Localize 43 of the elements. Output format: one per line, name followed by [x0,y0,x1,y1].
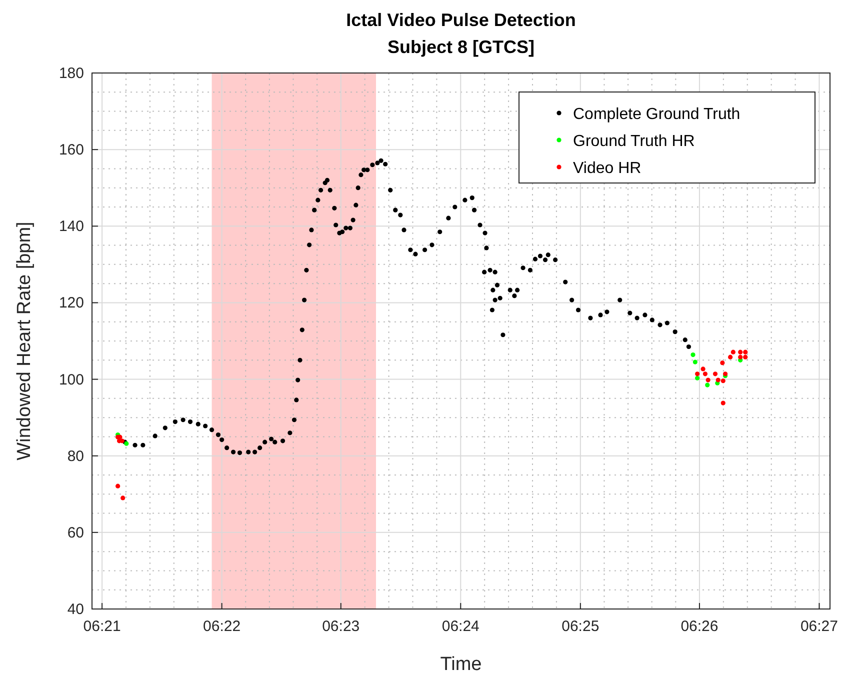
y-tick-label: 180 [58,65,84,82]
y-tick-label: 100 [58,371,84,388]
point [690,352,696,358]
y-tick-label: 140 [58,218,84,236]
legend-label: Video HR [573,160,642,177]
chart-subtitle: Subject 8 [GTCS] [387,37,535,57]
x-tick-label: 06:27 [800,618,838,635]
point [695,376,700,380]
point [692,360,698,364]
point [730,350,736,354]
y-tick-label: 40 [67,601,84,618]
point [712,372,718,376]
x-tick-label: 06:25 [562,618,600,635]
y-axis-title: Windowed Heart Rate [bpm] [14,222,35,460]
y-tick-label: 160 [58,142,84,159]
point [116,484,120,488]
point [728,354,733,360]
y-tick-label: 60 [67,524,84,542]
y-tick-label: 120 [58,294,84,312]
x-tick-label: 06:23 [322,618,360,635]
point [738,350,743,354]
point [720,378,726,384]
point [716,378,720,382]
point [743,350,748,354]
point [695,372,700,376]
point [720,360,725,366]
legend-label: Ground Truth HR [573,133,695,150]
point [720,400,726,406]
point [705,382,710,388]
point [743,354,748,360]
x-tick-label: 06:21 [83,618,121,635]
point [702,372,708,376]
point [738,354,743,360]
legend-label: Complete Ground Truth [573,106,740,123]
x-tick-label: 06:26 [680,618,718,635]
x-axis-title: Time [440,654,482,675]
point [706,378,710,382]
point [700,366,706,372]
y-tick-label: 80 [67,448,84,465]
chart-title: Ictal Video Pulse Detection [346,10,576,30]
point [120,496,126,500]
x-tick-label: 06:24 [442,618,480,635]
x-tick-label: 06:22 [203,618,241,635]
